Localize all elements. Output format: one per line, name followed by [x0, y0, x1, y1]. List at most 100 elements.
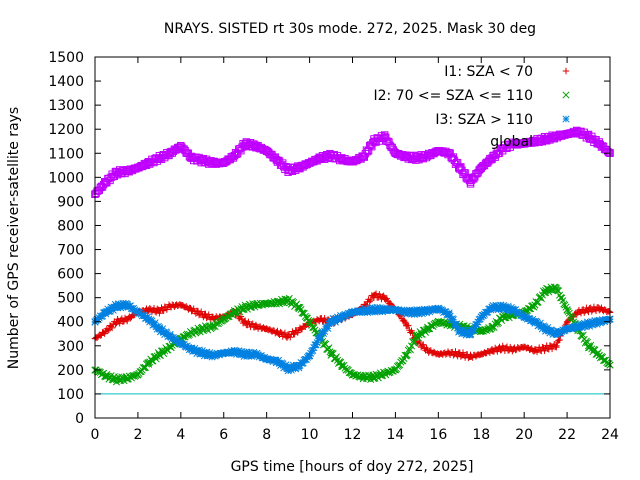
series-3-point: [188, 345, 196, 353]
series-4-point: [305, 159, 314, 167]
series-4-point: [144, 159, 153, 167]
series-4-point: [413, 154, 421, 162]
series-2-point: [134, 371, 142, 379]
series-1-point: [209, 314, 217, 322]
series-3-sample-marker: [363, 308, 372, 317]
series-4-point: [284, 166, 292, 174]
series-4-point: [499, 144, 507, 153]
series-3-sample-marker: [160, 328, 168, 336]
series-1-sample-marker: [420, 341, 427, 348]
series-2-point: [370, 373, 378, 381]
series-3-sample-marker: [474, 318, 482, 326]
series-2-point: [552, 284, 560, 292]
y-tick-label: 200: [57, 363, 84, 379]
series-2-point: [477, 327, 485, 335]
series-2-point: [584, 342, 593, 350]
series-3-point: [220, 349, 228, 357]
series-2-point: [112, 375, 121, 384]
series-3-point: [209, 351, 217, 359]
series-3-sample-marker: [191, 344, 199, 353]
series-3-sample-marker: [545, 327, 553, 335]
series-2-point: [381, 369, 389, 378]
x-tick-label: 2: [133, 427, 142, 443]
series-1-point: [274, 329, 281, 336]
x-axis-label: GPS time [hours of doy 272, 2025]: [231, 459, 474, 475]
series-2-point: [488, 324, 496, 332]
series-2-point: [327, 349, 335, 357]
y-axis-label: Number of GPS receiver-satellite rays: [6, 107, 22, 369]
series-4-point: [177, 142, 185, 150]
series-2-point: [434, 318, 442, 326]
series-3-point: [166, 332, 174, 340]
series-2-point: [402, 351, 410, 359]
legend-label: I1: SZA < 70: [444, 64, 533, 80]
series-3-sample-marker: [239, 349, 247, 357]
series-4-point: [230, 151, 239, 160]
series-1-sample-marker: [452, 348, 459, 355]
series-3-point: [359, 307, 367, 315]
series-4-point: [531, 137, 539, 145]
series-2-point: [220, 315, 228, 323]
series-1-point: [381, 294, 388, 301]
series-3-sample-marker: [254, 351, 262, 359]
series-3-point: [230, 348, 239, 356]
series-3-point: [102, 308, 110, 316]
series-1-sample-marker: [105, 326, 113, 333]
series-3-sample-marker: [117, 304, 125, 312]
series-2-point: [413, 332, 421, 340]
series-4-point: [155, 154, 164, 162]
series-2-point: [531, 301, 539, 309]
series-4-point: [380, 132, 389, 141]
legend-label: global: [490, 134, 533, 150]
series-4-point: [445, 149, 453, 157]
series-4-point: [262, 147, 271, 155]
series-3-point: [574, 322, 582, 331]
series-3-sample-marker: [279, 360, 287, 368]
x-tick-label: 10: [301, 427, 319, 443]
series-3-sample-marker: [193, 349, 201, 357]
series-1-sample-marker: [203, 314, 210, 322]
series-3-sample-marker: [205, 351, 213, 360]
series-3-sample-marker: [473, 320, 481, 329]
x-tick-label: 16: [429, 427, 447, 443]
y-tick-label: 1100: [48, 146, 84, 162]
series-1-point: [166, 302, 174, 310]
series-2-point: [188, 329, 196, 337]
series-3-sample-marker: [487, 306, 495, 314]
series-2-point: [391, 366, 399, 374]
series-2-sample-marker: [417, 330, 425, 338]
series-4-point: [198, 156, 206, 165]
series-2-point: [563, 306, 571, 314]
series-2-sample-marker: [303, 314, 311, 322]
series-2-sample-marker: [140, 364, 148, 372]
series-3-sample-marker: [537, 323, 545, 331]
series-4-point: [552, 132, 561, 141]
series-4-point: [348, 157, 357, 166]
y-tick-label: 800: [57, 218, 84, 234]
series-1-point: [488, 347, 496, 354]
series-3-sample-marker: [108, 304, 116, 312]
series-1-point: [156, 307, 163, 315]
series-3-point: [112, 302, 121, 310]
x-tick-label: 14: [387, 427, 405, 443]
series-2-sample-marker: [194, 324, 202, 332]
series-1-sample-marker: [605, 308, 613, 315]
series-3-point: [306, 351, 314, 359]
y-tick-label: 0: [75, 411, 84, 427]
x-tick-label: 20: [515, 427, 533, 443]
series-4-point: [520, 139, 528, 148]
series-1-point: [456, 351, 463, 358]
series-3-sample-marker: [383, 307, 391, 315]
axes: 0 2 4 6 8 10 12 14 16 18 20 22 240100200300400500600…: [48, 50, 619, 443]
series-1-point: [467, 353, 474, 360]
series-4-point: [123, 167, 131, 176]
series-2-point: [348, 371, 357, 379]
series-3-point: [370, 306, 378, 314]
series-3-sample-marker: [98, 312, 107, 320]
series-4-point: [477, 164, 485, 172]
series-1-sample-marker: [205, 311, 212, 318]
series-4-point: [466, 178, 475, 186]
series-3-sample-marker: [146, 318, 154, 326]
series-1-point: [317, 316, 324, 323]
series-1-point: [177, 301, 185, 309]
